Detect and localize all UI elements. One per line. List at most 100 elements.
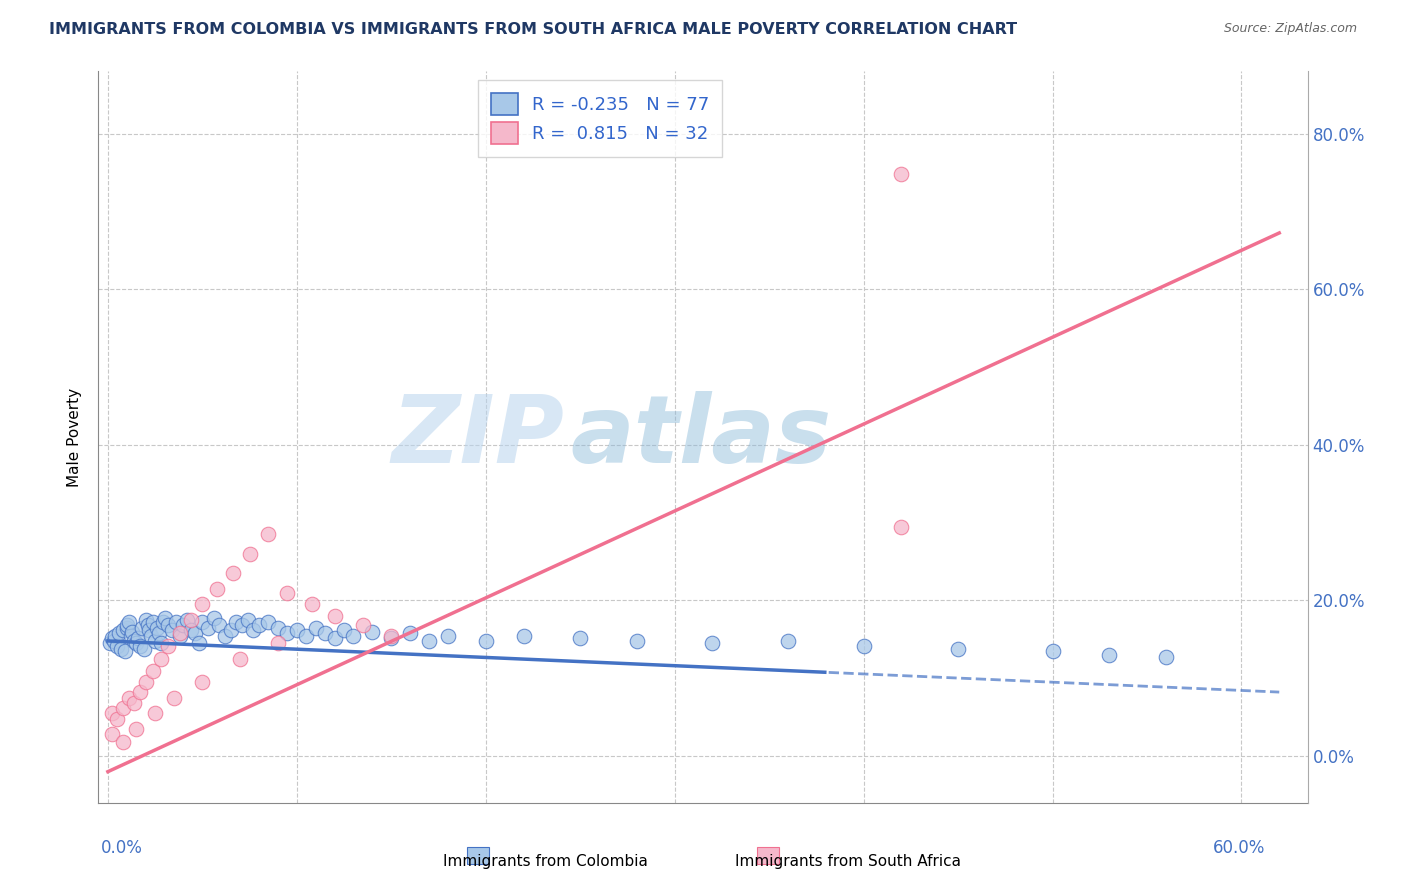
Point <box>946 641 969 656</box>
Legend: R = -0.235   N = 77, R =  0.815   N = 32: R = -0.235 N = 77, R = 0.815 N = 32 <box>478 80 723 157</box>
Point <box>124 634 146 648</box>
Point <box>135 613 157 627</box>
Point <box>98 636 121 650</box>
Point <box>399 626 422 640</box>
Point <box>114 644 136 658</box>
Point <box>142 615 165 630</box>
Point <box>125 636 148 650</box>
Point <box>207 582 229 596</box>
Point <box>214 628 236 642</box>
Point <box>115 618 138 632</box>
Point <box>229 652 252 666</box>
Text: atlas: atlas <box>569 391 831 483</box>
Point <box>118 690 141 705</box>
Point <box>305 621 328 635</box>
Point <box>165 615 187 630</box>
Point <box>136 618 159 632</box>
Point <box>890 519 912 533</box>
Point <box>108 626 131 640</box>
Point <box>352 618 374 632</box>
Point <box>626 634 648 648</box>
Point <box>231 618 253 632</box>
Point <box>380 628 402 642</box>
Point <box>418 634 440 648</box>
Text: IMMIGRANTS FROM COLOMBIA VS IMMIGRANTS FROM SOUTH AFRICA MALE POVERTY CORRELATIO: IMMIGRANTS FROM COLOMBIA VS IMMIGRANTS F… <box>49 22 1018 37</box>
Point <box>221 566 243 581</box>
Point <box>225 615 247 630</box>
Point <box>323 631 346 645</box>
Point <box>176 613 198 627</box>
Point <box>323 609 346 624</box>
Point <box>149 636 172 650</box>
Point <box>141 628 163 642</box>
Point <box>776 634 799 648</box>
Point <box>153 610 176 624</box>
Text: ZIP: ZIP <box>391 391 564 483</box>
Point <box>138 623 160 637</box>
Bar <box>467 847 489 863</box>
Point <box>247 618 270 632</box>
Point <box>437 628 460 642</box>
Point <box>285 623 308 637</box>
Point <box>143 634 166 648</box>
Point <box>152 615 174 630</box>
Point <box>333 623 356 637</box>
Point <box>267 621 290 635</box>
Point <box>172 618 194 632</box>
Point <box>569 631 592 645</box>
Point <box>124 696 146 710</box>
Point <box>257 527 280 541</box>
Point <box>100 706 122 721</box>
Point <box>110 641 132 656</box>
Point <box>131 621 153 635</box>
Point <box>267 636 290 650</box>
Point <box>169 626 191 640</box>
Point <box>111 623 134 637</box>
Point <box>1098 648 1121 662</box>
Point <box>105 639 128 653</box>
Point <box>702 636 724 650</box>
Point <box>257 615 280 630</box>
Point <box>512 628 534 642</box>
Point <box>120 628 142 642</box>
Point <box>157 639 180 653</box>
Text: Immigrants from South Africa: Immigrants from South Africa <box>735 854 962 869</box>
Point <box>276 626 298 640</box>
Point <box>191 615 214 630</box>
Point <box>118 615 141 630</box>
Text: Source: ZipAtlas.com: Source: ZipAtlas.com <box>1223 22 1357 36</box>
Point <box>149 652 172 666</box>
Point <box>100 727 122 741</box>
Point <box>361 624 384 639</box>
Point <box>236 613 259 627</box>
Y-axis label: Male Poverty: Male Poverty <box>67 387 83 487</box>
Point <box>890 167 912 181</box>
Bar <box>758 847 779 863</box>
Point <box>187 636 209 650</box>
Point <box>1042 644 1064 658</box>
Point <box>301 598 323 612</box>
Point <box>239 547 262 561</box>
Point <box>148 626 170 640</box>
Point <box>160 623 183 637</box>
Point <box>191 675 214 690</box>
Point <box>103 634 125 648</box>
Point <box>121 624 143 639</box>
Point <box>127 631 149 645</box>
Point <box>104 628 127 642</box>
Point <box>184 626 207 640</box>
Point <box>276 585 298 599</box>
Text: 0.0%: 0.0% <box>101 839 143 857</box>
Point <box>314 626 336 640</box>
Point <box>180 623 202 637</box>
Point <box>129 685 152 699</box>
Point <box>202 610 225 624</box>
Point <box>135 675 157 690</box>
Point <box>191 598 214 612</box>
Point <box>852 639 875 653</box>
Point <box>163 690 186 705</box>
Point <box>197 621 219 635</box>
Point <box>1154 649 1177 664</box>
Point <box>157 618 180 632</box>
Point <box>242 623 264 637</box>
